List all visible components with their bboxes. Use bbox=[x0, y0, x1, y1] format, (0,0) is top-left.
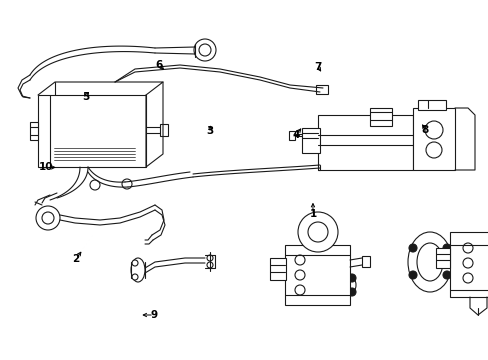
Circle shape bbox=[122, 179, 132, 189]
Circle shape bbox=[294, 255, 305, 265]
Circle shape bbox=[294, 285, 305, 295]
Text: 5: 5 bbox=[82, 92, 89, 102]
Bar bbox=[317, 115, 412, 170]
Circle shape bbox=[424, 121, 442, 139]
Bar bbox=[288, 131, 294, 140]
Text: 3: 3 bbox=[206, 126, 213, 136]
Bar bbox=[30, 122, 38, 140]
Circle shape bbox=[199, 44, 210, 56]
Bar bbox=[302, 128, 319, 153]
Bar bbox=[160, 124, 168, 136]
Circle shape bbox=[442, 271, 450, 279]
Text: 7: 7 bbox=[313, 62, 321, 72]
Text: 4: 4 bbox=[291, 130, 299, 140]
Ellipse shape bbox=[311, 274, 347, 296]
Circle shape bbox=[304, 274, 311, 282]
Circle shape bbox=[194, 39, 216, 61]
Text: 8: 8 bbox=[421, 125, 428, 135]
Circle shape bbox=[42, 212, 54, 224]
Circle shape bbox=[132, 274, 138, 280]
Text: 6: 6 bbox=[155, 60, 162, 70]
Circle shape bbox=[294, 270, 305, 280]
Circle shape bbox=[297, 212, 337, 252]
Circle shape bbox=[206, 262, 213, 268]
Circle shape bbox=[442, 244, 450, 252]
Circle shape bbox=[347, 288, 355, 296]
Circle shape bbox=[462, 243, 472, 253]
Circle shape bbox=[304, 288, 311, 296]
Bar bbox=[38, 95, 146, 167]
Bar bbox=[435, 248, 449, 268]
Bar bbox=[369, 108, 391, 126]
Ellipse shape bbox=[407, 232, 451, 292]
Bar bbox=[269, 258, 285, 280]
Ellipse shape bbox=[131, 258, 145, 282]
Circle shape bbox=[462, 258, 472, 268]
Ellipse shape bbox=[304, 267, 355, 303]
Circle shape bbox=[408, 244, 416, 252]
Bar bbox=[417, 100, 445, 110]
Circle shape bbox=[132, 260, 138, 266]
Text: 10: 10 bbox=[39, 162, 54, 172]
Circle shape bbox=[462, 273, 472, 283]
Bar bbox=[285, 245, 349, 305]
Bar bbox=[361, 256, 369, 267]
Circle shape bbox=[408, 271, 416, 279]
Text: 2: 2 bbox=[72, 254, 79, 264]
Circle shape bbox=[347, 274, 355, 282]
Bar bbox=[315, 85, 327, 94]
Circle shape bbox=[90, 180, 100, 190]
Circle shape bbox=[36, 206, 60, 230]
Ellipse shape bbox=[416, 243, 442, 281]
Bar bbox=[412, 108, 454, 170]
Bar bbox=[449, 232, 488, 297]
Circle shape bbox=[206, 255, 213, 261]
Text: 1: 1 bbox=[309, 209, 316, 219]
Text: 9: 9 bbox=[150, 310, 157, 320]
Circle shape bbox=[307, 222, 327, 242]
Circle shape bbox=[425, 142, 441, 158]
